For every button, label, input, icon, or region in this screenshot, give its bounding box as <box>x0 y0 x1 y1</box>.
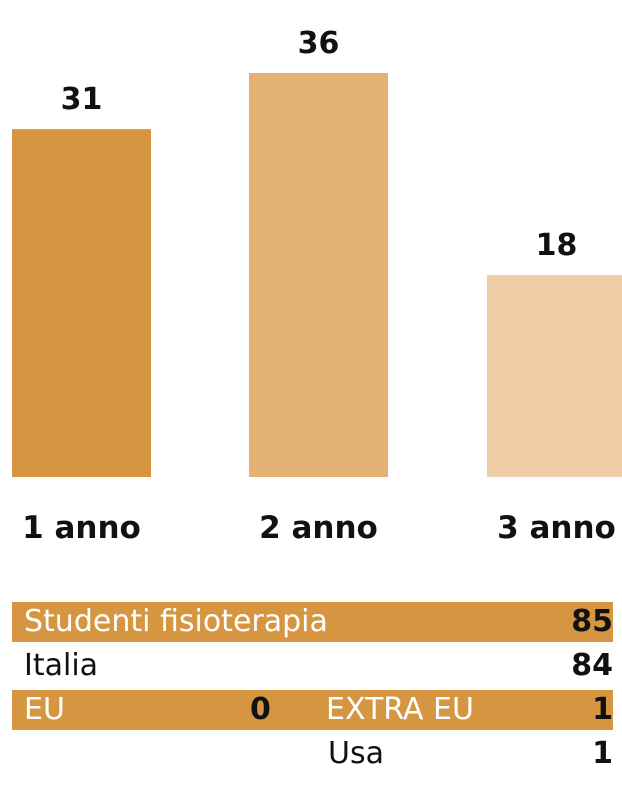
usa-value: 1 <box>592 736 613 771</box>
eu-value: 0 <box>250 692 271 727</box>
bar-value-label-1: 31 <box>61 82 103 117</box>
bar-value-label-3: 18 <box>536 228 578 263</box>
eu-row: EU 0 EXTRA EU 1 <box>12 690 613 730</box>
extra-eu-label: EXTRA EU <box>326 692 474 727</box>
category-label-1: 1 anno <box>22 510 141 546</box>
eu-label: EU <box>24 692 65 727</box>
bar-1 <box>12 129 151 477</box>
extra-eu-value: 1 <box>592 692 613 727</box>
summary-table: Studenti fisioterapia 85 Italia 84 EU 0 … <box>12 602 613 778</box>
bar-2 <box>249 73 388 477</box>
italia-value: 84 <box>571 648 613 683</box>
total-students-row: Studenti fisioterapia 85 <box>12 602 613 642</box>
bar-value-label-2: 36 <box>298 26 340 61</box>
italia-row: Italia 84 <box>12 646 613 686</box>
category-label-3: 3 anno <box>497 510 616 546</box>
bar-chart: 31 1 anno 36 2 anno 18 3 anno <box>12 26 622 546</box>
bar-3 <box>487 275 622 477</box>
total-students-label: Studenti fisioterapia <box>24 604 328 639</box>
usa-label: Usa <box>328 736 384 771</box>
category-label-2: 2 anno <box>259 510 378 546</box>
usa-row: Usa 1 <box>12 734 613 774</box>
italia-label: Italia <box>24 648 99 683</box>
total-students-value: 85 <box>571 604 613 639</box>
